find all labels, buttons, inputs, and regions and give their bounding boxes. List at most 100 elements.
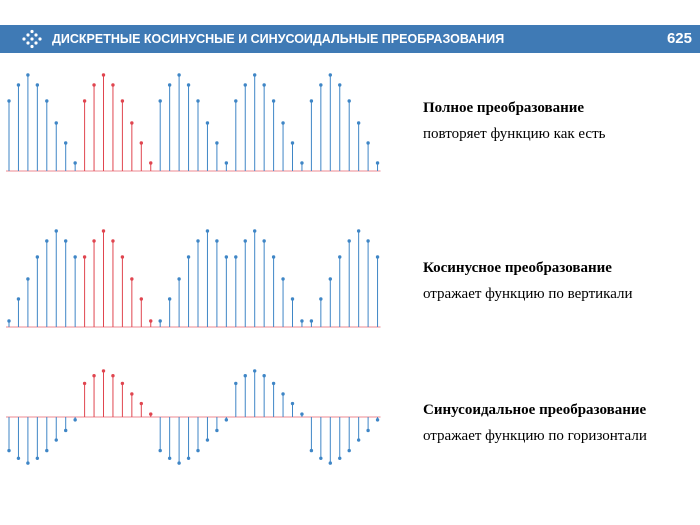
stem-sample [111, 83, 115, 171]
stem-sample [328, 277, 332, 327]
stem-sample [338, 417, 342, 460]
cosine-transform-plot [6, 229, 381, 328]
stem-sample [167, 417, 172, 460]
stem-sample [338, 255, 342, 327]
stem-sample [271, 381, 276, 417]
stem-sample [281, 392, 285, 417]
stem-sample [26, 277, 30, 327]
stem-sample [347, 417, 351, 453]
stem-sample [271, 255, 276, 327]
stem-sample [139, 141, 143, 171]
caption-text: отражает функцию по горизонтали [423, 428, 647, 444]
stem-sample [215, 141, 219, 171]
stem-sample [111, 374, 115, 417]
stem-sample [356, 417, 361, 442]
caption-text: повторяет функцию как есть [423, 126, 606, 142]
stem-sample [290, 297, 295, 327]
caption-title: Полное преобразование [423, 100, 585, 116]
stem-sample [16, 417, 21, 460]
stem-sample [319, 297, 323, 327]
stem-sample [375, 161, 380, 171]
stem-sample [347, 239, 351, 327]
stem-sample [92, 239, 96, 327]
stem-sample [130, 277, 134, 327]
stem-sample [158, 99, 162, 171]
stem-sample [243, 374, 247, 417]
stem-sample [196, 99, 200, 171]
stem-sample [63, 141, 68, 171]
stem-sample [35, 83, 40, 171]
stem-sample [177, 277, 181, 327]
stem-sample [224, 161, 229, 171]
stem-sample [35, 255, 40, 327]
stem-sample [319, 83, 323, 171]
stem-sample [26, 417, 30, 465]
slide-header: ДИСКРЕТНЫЕ КОСИНУСНЫЕ И СИНУСОИДАЛЬНЫЕ П… [0, 25, 700, 53]
stem-sample [196, 417, 200, 453]
stem-sample [328, 417, 332, 465]
sine-transform-caption: Синусоидальное преобразование отражает ф… [423, 397, 698, 449]
stem-sample [234, 255, 238, 327]
stem-sample [186, 255, 191, 327]
stem-sample [149, 161, 153, 171]
stem-sample [16, 83, 21, 171]
stem-sample [309, 319, 314, 327]
stem-sample [290, 401, 295, 417]
stem-sample [205, 121, 210, 171]
stem-sample [92, 374, 96, 417]
stem-sample [366, 239, 370, 327]
sine-transform-plot [6, 369, 381, 465]
stem-sample [73, 255, 77, 327]
stem-sample [16, 297, 21, 327]
stem-sample [253, 73, 257, 171]
stem-sample [234, 381, 238, 417]
stem-sample [224, 255, 229, 327]
stem-sample [215, 239, 219, 327]
stem-sample [243, 83, 247, 171]
stem-sample [139, 401, 143, 417]
stem-sample [366, 141, 370, 171]
stem-sample [45, 417, 49, 453]
stem-sample [309, 99, 314, 171]
stem-sample [7, 417, 11, 453]
stem-sample [224, 417, 229, 422]
full-transform-caption: Полное преобразование повторяет функцию … [423, 95, 698, 147]
full-transform-plot [6, 73, 381, 172]
stem-sample [73, 161, 77, 171]
caption-text: отражает функцию по вертикали [423, 286, 633, 302]
stem-sample [101, 229, 106, 327]
stem-sample [130, 121, 134, 171]
stem-sample [158, 319, 162, 327]
stem-sample [82, 381, 87, 417]
stem-sample [309, 417, 314, 453]
stem-sample [262, 374, 266, 417]
stem-sample [328, 73, 332, 171]
slide-title: ДИСКРЕТНЫЕ КОСИНУСНЫЕ И СИНУСОИДАЛЬНЫЕ П… [52, 32, 505, 46]
stem-sample [300, 412, 304, 417]
stem-sample [300, 319, 304, 327]
stem-sample [35, 417, 40, 460]
stem-sample [196, 239, 200, 327]
stem-sample [271, 99, 276, 171]
page-number: 625 [666, 30, 692, 47]
stem-sample [101, 73, 106, 171]
stem-sample [7, 319, 11, 327]
stem-sample [177, 73, 181, 171]
stem-sample [26, 73, 30, 171]
stem-sample [101, 369, 106, 417]
stem-sample [54, 417, 58, 442]
stem-sample [253, 229, 257, 327]
stem-sample [63, 417, 68, 433]
stem-sample [356, 121, 361, 171]
stem-sample [186, 417, 191, 460]
stem-sample [177, 417, 181, 465]
stem-sample [366, 417, 370, 433]
stem-sample [82, 255, 87, 327]
stem-sample [63, 239, 68, 327]
stem-sample [253, 369, 257, 417]
stem-sample [73, 417, 77, 422]
stem-sample [262, 83, 266, 171]
stem-sample [290, 141, 295, 171]
stem-sample [82, 99, 87, 171]
caption-title: Косинусное преобразование [423, 260, 612, 276]
